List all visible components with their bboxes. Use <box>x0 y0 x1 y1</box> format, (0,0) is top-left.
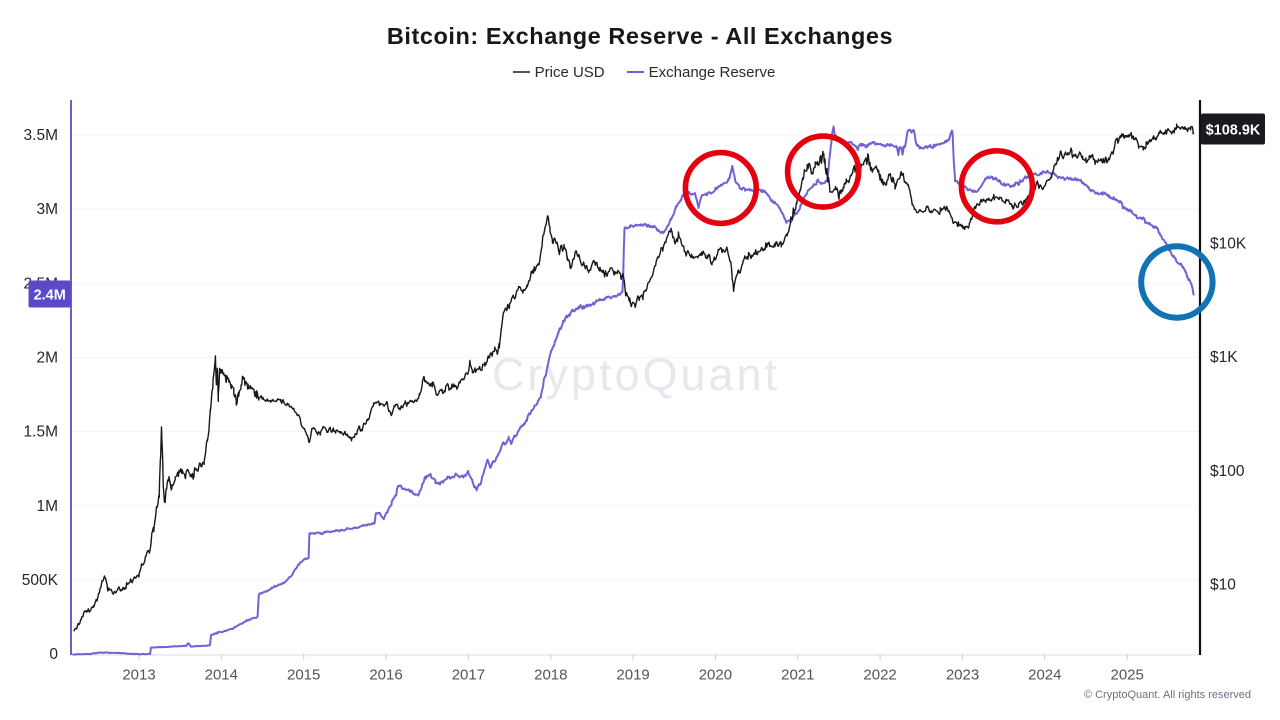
svg-text:2020: 2020 <box>699 667 732 684</box>
svg-text:2017: 2017 <box>452 667 485 684</box>
svg-text:2015: 2015 <box>287 667 320 684</box>
svg-text:500K: 500K <box>22 572 59 589</box>
svg-text:2014: 2014 <box>205 667 238 684</box>
svg-text:2025: 2025 <box>1111 667 1144 684</box>
svg-text:2024: 2024 <box>1028 667 1061 684</box>
svg-text:0: 0 <box>49 646 58 663</box>
svg-text:2019: 2019 <box>616 667 649 684</box>
svg-text:CryptoQuant: CryptoQuant <box>492 349 780 400</box>
svg-text:$1K: $1K <box>1210 349 1238 366</box>
svg-text:2M: 2M <box>36 350 58 367</box>
svg-text:1M: 1M <box>36 498 58 515</box>
svg-text:2013: 2013 <box>122 667 155 684</box>
svg-text:2021: 2021 <box>781 667 814 684</box>
svg-text:2023: 2023 <box>946 667 979 684</box>
svg-text:2018: 2018 <box>534 667 567 684</box>
svg-text:$100: $100 <box>1210 463 1245 480</box>
svg-text:$10K: $10K <box>1210 236 1247 253</box>
svg-text:$108.9K: $108.9K <box>1206 123 1261 139</box>
svg-text:$10: $10 <box>1210 576 1236 593</box>
svg-text:1.5M: 1.5M <box>24 424 58 441</box>
svg-text:2.4M: 2.4M <box>34 288 66 304</box>
svg-text:3M: 3M <box>36 201 58 218</box>
svg-text:2016: 2016 <box>369 667 402 684</box>
svg-text:2022: 2022 <box>863 667 896 684</box>
svg-text:3.5M: 3.5M <box>24 127 58 144</box>
